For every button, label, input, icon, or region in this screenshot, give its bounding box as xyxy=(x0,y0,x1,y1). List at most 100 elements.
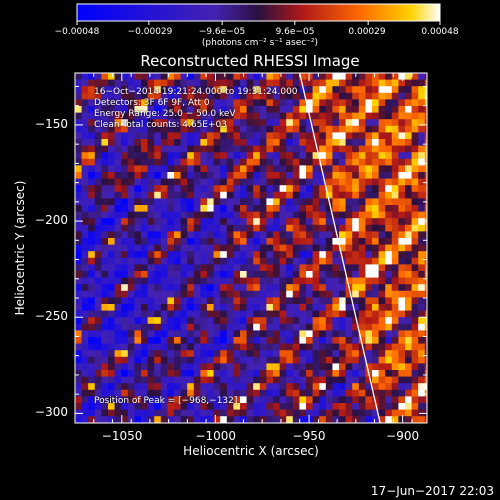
heatmap-cell xyxy=(193,145,201,153)
heatmap-cell xyxy=(240,350,247,358)
heatmap-cell xyxy=(167,330,175,338)
heatmap-cell xyxy=(398,251,406,259)
heatmap-cell xyxy=(292,106,300,113)
heatmap-cell xyxy=(200,396,208,404)
heatmap-cell xyxy=(292,165,300,173)
heatmap-cell xyxy=(253,106,261,113)
heatmap-cell xyxy=(154,244,162,252)
heatmap-cell xyxy=(398,376,406,384)
heatmap-cell xyxy=(273,389,280,397)
heatmap-cell xyxy=(200,158,208,166)
heatmap-cell xyxy=(299,244,307,252)
heatmap-cell xyxy=(319,277,327,285)
heatmap-cell xyxy=(94,198,102,206)
heatmap-cell xyxy=(220,363,228,371)
heatmap-cell xyxy=(75,389,82,397)
heatmap-cell xyxy=(352,191,360,199)
heatmap-cell xyxy=(405,99,412,107)
heatmap-cell xyxy=(424,403,427,410)
heatmap-cell xyxy=(345,257,353,265)
heatmap-cell xyxy=(385,185,393,193)
heatmap-cell xyxy=(200,330,208,338)
heatmap-cell xyxy=(299,330,307,338)
heatmap-cell xyxy=(240,145,247,153)
heatmap-cell xyxy=(193,337,201,344)
heatmap-cell xyxy=(240,356,247,364)
heatmap-cell xyxy=(253,290,261,298)
heatmap-cell xyxy=(226,139,234,146)
heatmap-cell xyxy=(411,185,419,193)
heatmap-cell xyxy=(299,389,307,397)
heatmap-cell xyxy=(246,185,254,193)
heatmap-cell xyxy=(398,198,406,206)
heatmap-cell xyxy=(345,251,353,259)
heatmap-cell xyxy=(266,132,274,140)
heatmap-cell xyxy=(141,376,148,384)
heatmap-cell xyxy=(108,92,115,100)
heatmap-cell xyxy=(81,191,89,199)
heatmap-cell xyxy=(187,73,195,80)
heatmap-cell xyxy=(266,191,274,199)
heatmap-cell xyxy=(339,198,346,206)
heatmap-cell xyxy=(174,403,181,410)
heatmap-cell xyxy=(193,211,201,219)
heatmap-cell xyxy=(358,370,366,377)
heatmap-cell xyxy=(101,304,109,311)
heatmap-cell xyxy=(134,304,142,311)
heatmap-cell xyxy=(167,218,175,226)
heatmap-cell xyxy=(88,185,96,193)
heatmap-cell xyxy=(372,383,379,391)
heatmap-cell xyxy=(299,304,307,311)
heatmap-cell xyxy=(365,79,373,87)
heatmap-cell xyxy=(141,92,148,100)
heatmap-cell xyxy=(411,218,419,226)
heatmap-cell xyxy=(213,132,221,140)
heatmap-cell xyxy=(405,178,412,186)
heatmap-cell xyxy=(332,132,340,140)
heatmap-cell xyxy=(147,396,155,404)
heatmap-cell xyxy=(253,224,261,232)
heatmap-cell xyxy=(266,106,274,113)
heatmap-cell xyxy=(121,92,129,100)
heatmap-cell xyxy=(108,106,115,113)
heatmap-cell xyxy=(180,257,188,265)
heatmap-cell xyxy=(127,337,135,344)
heatmap-cell xyxy=(312,125,320,133)
heatmap-cell xyxy=(94,145,102,153)
heatmap-cell xyxy=(273,409,280,417)
heatmap-cell xyxy=(365,290,373,298)
heatmap-cell xyxy=(378,73,386,80)
heatmap-cell xyxy=(312,224,320,232)
heatmap-cell xyxy=(246,106,254,113)
heatmap-cell xyxy=(193,356,201,364)
heatmap-cell xyxy=(193,244,201,252)
heatmap-cell xyxy=(405,297,412,305)
heatmap-cell xyxy=(220,178,228,186)
heatmap-cell xyxy=(88,403,96,410)
heatmap-cell xyxy=(127,271,135,278)
heatmap-cell xyxy=(398,106,406,113)
heatmap-cell xyxy=(391,416,399,423)
heatmap-cell xyxy=(220,257,228,265)
heatmap-cell xyxy=(187,356,195,364)
heatmap-cell xyxy=(319,251,327,259)
heatmap-cell xyxy=(141,132,148,140)
heatmap-cell xyxy=(213,244,221,252)
heatmap-cell xyxy=(352,238,360,245)
heatmap-cell xyxy=(233,297,241,305)
heatmap-cell xyxy=(273,323,280,331)
heatmap-cell xyxy=(147,231,155,239)
heatmap-cell xyxy=(358,119,366,127)
heatmap-cell xyxy=(424,145,427,153)
heatmap-cell xyxy=(266,337,274,344)
heatmap-cell xyxy=(378,304,386,311)
heatmap-cell xyxy=(418,271,426,278)
heatmap-cell xyxy=(88,139,96,146)
heatmap-cell xyxy=(385,172,393,179)
heatmap-cell xyxy=(180,205,188,212)
heatmap-cell xyxy=(253,337,261,344)
heatmap-cell xyxy=(193,343,201,351)
heatmap-cell xyxy=(187,277,195,285)
heatmap-cell xyxy=(114,416,122,423)
heatmap-cell xyxy=(101,317,109,325)
